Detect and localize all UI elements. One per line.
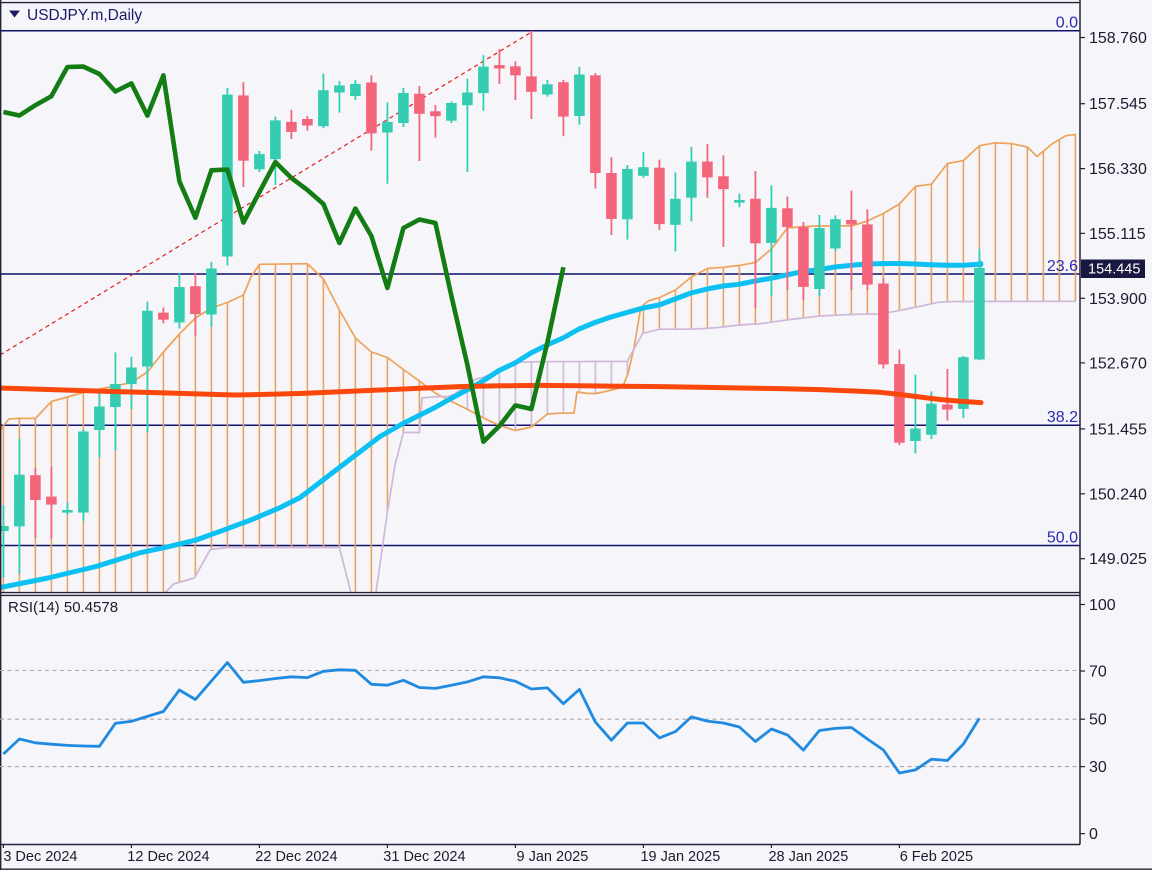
svg-text:153.900: 153.900 xyxy=(1089,291,1147,308)
svg-text:154.445: 154.445 xyxy=(1088,262,1140,278)
svg-text:70: 70 xyxy=(1089,664,1107,681)
svg-text:100: 100 xyxy=(1089,597,1116,614)
svg-text:9 Jan 2025: 9 Jan 2025 xyxy=(517,849,589,865)
svg-text:151.455: 151.455 xyxy=(1089,421,1147,438)
svg-text:158.760: 158.760 xyxy=(1089,30,1147,47)
svg-text:19 Jan 2025: 19 Jan 2025 xyxy=(640,849,720,865)
svg-text:149.025: 149.025 xyxy=(1089,551,1147,568)
svg-text:12 Dec 2024: 12 Dec 2024 xyxy=(127,849,209,865)
svg-text:22 Dec 2024: 22 Dec 2024 xyxy=(255,849,337,865)
svg-text:156.330: 156.330 xyxy=(1089,161,1147,178)
svg-text:RSI(14) 50.4578: RSI(14) 50.4578 xyxy=(8,599,118,616)
svg-text:0.0: 0.0 xyxy=(1056,15,1078,32)
svg-text:23.6: 23.6 xyxy=(1047,258,1078,275)
svg-text:150.240: 150.240 xyxy=(1089,486,1147,503)
svg-text:50: 50 xyxy=(1089,712,1107,729)
svg-text:152.670: 152.670 xyxy=(1089,355,1147,372)
svg-text:31 Dec 2024: 31 Dec 2024 xyxy=(383,849,465,865)
svg-text:3 Dec 2024: 3 Dec 2024 xyxy=(3,849,77,865)
svg-text:155.115: 155.115 xyxy=(1089,226,1146,243)
svg-text:28 Jan 2025: 28 Jan 2025 xyxy=(768,849,848,865)
svg-text:6 Feb 2025: 6 Feb 2025 xyxy=(900,849,973,865)
svg-text:157.545: 157.545 xyxy=(1089,96,1147,113)
svg-text:USDJPY.m,Daily: USDJPY.m,Daily xyxy=(27,7,142,24)
svg-text:38.2: 38.2 xyxy=(1047,409,1078,426)
svg-text:30: 30 xyxy=(1089,759,1107,776)
svg-text:0: 0 xyxy=(1089,826,1098,843)
svg-text:50.0: 50.0 xyxy=(1047,529,1078,546)
